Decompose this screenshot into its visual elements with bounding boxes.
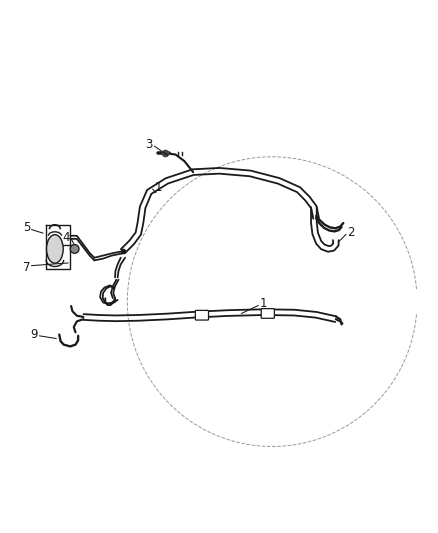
Text: 5: 5 [23,221,30,235]
Text: 7: 7 [22,261,30,274]
Circle shape [70,245,79,253]
FancyBboxPatch shape [261,309,274,318]
Text: 4: 4 [62,231,70,244]
FancyBboxPatch shape [195,310,208,320]
Text: 9: 9 [30,328,38,341]
Text: 1: 1 [154,181,162,194]
Ellipse shape [46,235,63,263]
Text: 1: 1 [259,297,267,310]
Text: 3: 3 [145,138,152,151]
Text: 2: 2 [346,226,354,239]
